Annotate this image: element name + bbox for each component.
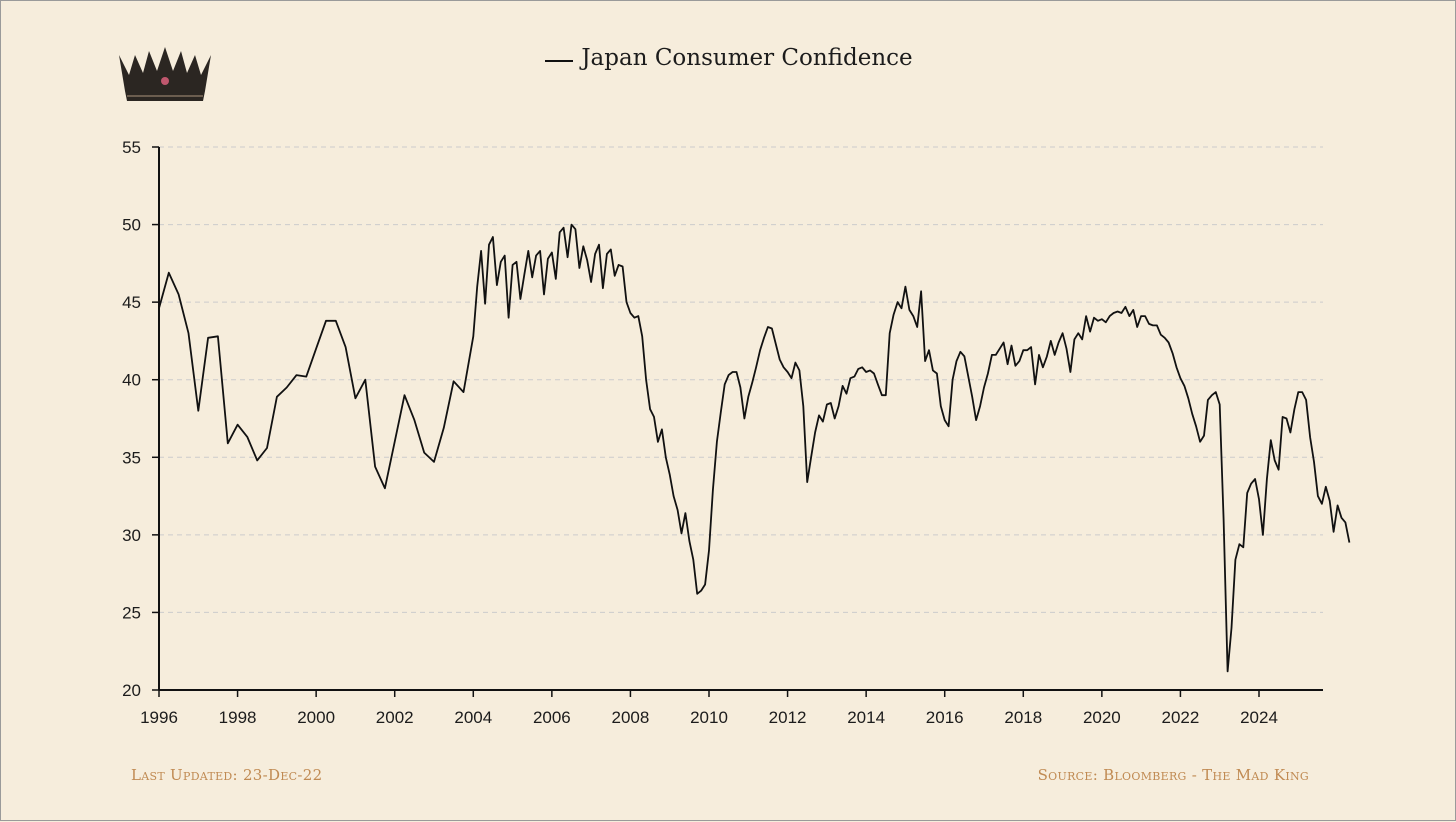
y-tick-label: 25 bbox=[122, 603, 141, 622]
y-tick-label: 55 bbox=[122, 138, 141, 157]
x-tick-label: 2020 bbox=[1083, 708, 1121, 727]
last-updated-label: Last Updated: 23-Dec-22 bbox=[131, 766, 323, 784]
legend-series-label: Japan Consumer Confidence bbox=[581, 45, 913, 71]
x-tick-label: 2000 bbox=[297, 708, 335, 727]
x-tick-label: 2016 bbox=[926, 708, 964, 727]
series-layer bbox=[158, 223, 1351, 673]
y-tick-label: 35 bbox=[122, 448, 141, 467]
axis-layer bbox=[152, 146, 1323, 697]
grid-layer bbox=[159, 146, 1323, 613]
x-tick-label: 2002 bbox=[376, 708, 414, 727]
x-tick-label: 2022 bbox=[1162, 708, 1200, 727]
series-line-japan-consumer-confidence bbox=[158, 223, 1351, 673]
x-tick-label: 2008 bbox=[612, 708, 650, 727]
x-tick-label: 1996 bbox=[140, 708, 178, 727]
x-tick-label: 2010 bbox=[690, 708, 728, 727]
crown-icon bbox=[119, 47, 211, 101]
x-tick-label: 2004 bbox=[454, 708, 492, 727]
x-tick-label: 2014 bbox=[847, 708, 885, 727]
x-tick-label: 2012 bbox=[769, 708, 807, 727]
x-tick-label: 1998 bbox=[219, 708, 257, 727]
source-label: Source: Bloomberg - The Mad King bbox=[1037, 766, 1309, 784]
chart-legend: Japan Consumer Confidence bbox=[1, 45, 1456, 71]
legend-line-swatch bbox=[545, 60, 574, 62]
tick-layer: 20 25 30 35 40 45 50 55 1996 1998 2000 2002 2004 2006… bbox=[122, 138, 1278, 727]
y-tick-label: 50 bbox=[122, 216, 141, 235]
y-tick-label: 45 bbox=[122, 293, 141, 312]
y-tick-label: 30 bbox=[122, 526, 141, 545]
y-tick-label: 20 bbox=[122, 681, 141, 700]
x-tick-label: 2018 bbox=[1004, 708, 1042, 727]
y-tick-label: 40 bbox=[122, 371, 141, 390]
x-tick-label: 2006 bbox=[533, 708, 571, 727]
x-tick-label: 2024 bbox=[1240, 708, 1278, 727]
